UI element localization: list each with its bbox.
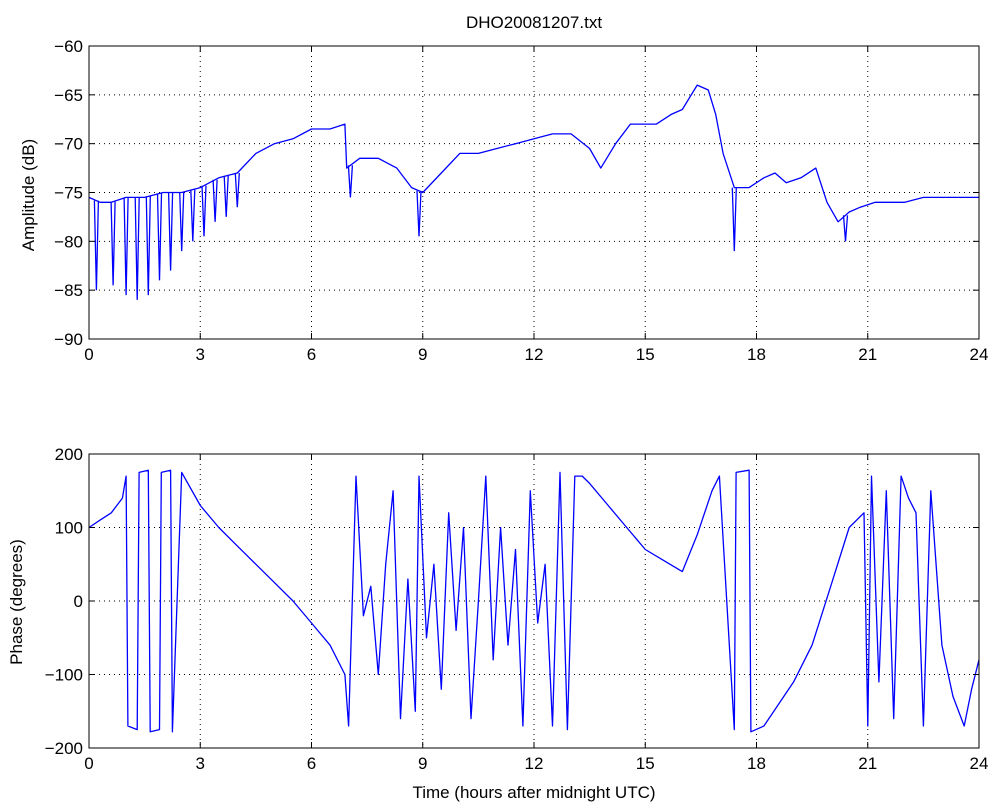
- phase-panel: 0 3 6 9 12 15 18 21 24 −200 −100 0 100 200: [45, 445, 989, 773]
- amplitude-xtick-label: 15: [636, 345, 655, 364]
- amplitude-xtick-label: 9: [418, 345, 427, 364]
- amplitude-xtick-label: 24: [970, 345, 989, 364]
- phase-xtick-label: 21: [858, 754, 877, 773]
- amplitude-ytick-label: −60: [54, 37, 83, 56]
- phase-ylabel: Phase (degrees): [7, 539, 26, 665]
- chart-title: DHO20081207.txt: [466, 13, 602, 32]
- amplitude-spike: [347, 165, 354, 198]
- phase-xtick-label: 6: [307, 754, 316, 773]
- amplitude-spike: [234, 172, 240, 208]
- amplitude-spike: [416, 190, 422, 237]
- amplitude-spike: [731, 187, 737, 252]
- phase-ytick-label: 200: [55, 445, 83, 464]
- amplitude-spike: [223, 175, 229, 217]
- phase-ytick-label: −200: [45, 739, 83, 758]
- amplitude-spike: [156, 193, 163, 281]
- amplitude-ytick-label: −80: [54, 232, 83, 251]
- amplitude-spike: [201, 185, 207, 237]
- amplitude-spike: [179, 192, 185, 252]
- phase-xtick-label: 18: [747, 754, 766, 773]
- phase-ytick-label: −100: [45, 666, 83, 685]
- amplitude-xtick-label: 18: [747, 345, 766, 364]
- phase-xtick-label: 9: [418, 754, 427, 773]
- amplitude-xtick-label: 0: [84, 345, 93, 364]
- amplitude-ytick-label: −70: [54, 135, 83, 154]
- amplitude-ytick-label: −65: [54, 86, 83, 105]
- amplitude-spike: [842, 215, 849, 242]
- phase-ytick-label: 0: [74, 592, 83, 611]
- amplitude-spike: [134, 197, 140, 300]
- amplitude-ylabel: Amplitude (dB): [19, 139, 38, 251]
- amplitude-series-line: [88, 84, 979, 223]
- amplitude-xtick-label: 3: [196, 345, 205, 364]
- phase-xlabel: Time (hours after midnight UTC): [412, 783, 655, 802]
- amplitude-spike: [123, 197, 129, 296]
- phase-xtick-label: 15: [636, 754, 655, 773]
- amplitude-spike: [212, 179, 218, 222]
- amplitude-xtick-label: 6: [307, 345, 316, 364]
- amplitude-xtick-label: 12: [525, 345, 544, 364]
- amplitude-ytick-label: −75: [54, 184, 83, 203]
- phase-xtick-label: 12: [525, 754, 544, 773]
- amplitude-spike: [190, 189, 196, 242]
- amplitude-spike: [93, 200, 100, 291]
- phase-xtick-label: 0: [84, 754, 93, 773]
- phase-xtick-label: 3: [196, 754, 205, 773]
- phase-ytick-label: 100: [55, 519, 83, 538]
- amplitude-ytick-label: −90: [54, 330, 83, 349]
- amplitude-panel: 0 3 6 9 12 15 18 21 24 −90 −85 −80 −75 −70 −65 −60: [54, 37, 988, 364]
- amplitude-spike: [167, 192, 174, 271]
- amplitude-spike: [145, 196, 151, 296]
- amplitude-ytick-label: −85: [54, 281, 83, 300]
- phase-xtick-label: 24: [970, 754, 989, 773]
- amplitude-spike: [110, 201, 116, 286]
- phase-series-line: [88, 469, 980, 733]
- amplitude-xtick-label: 21: [858, 345, 877, 364]
